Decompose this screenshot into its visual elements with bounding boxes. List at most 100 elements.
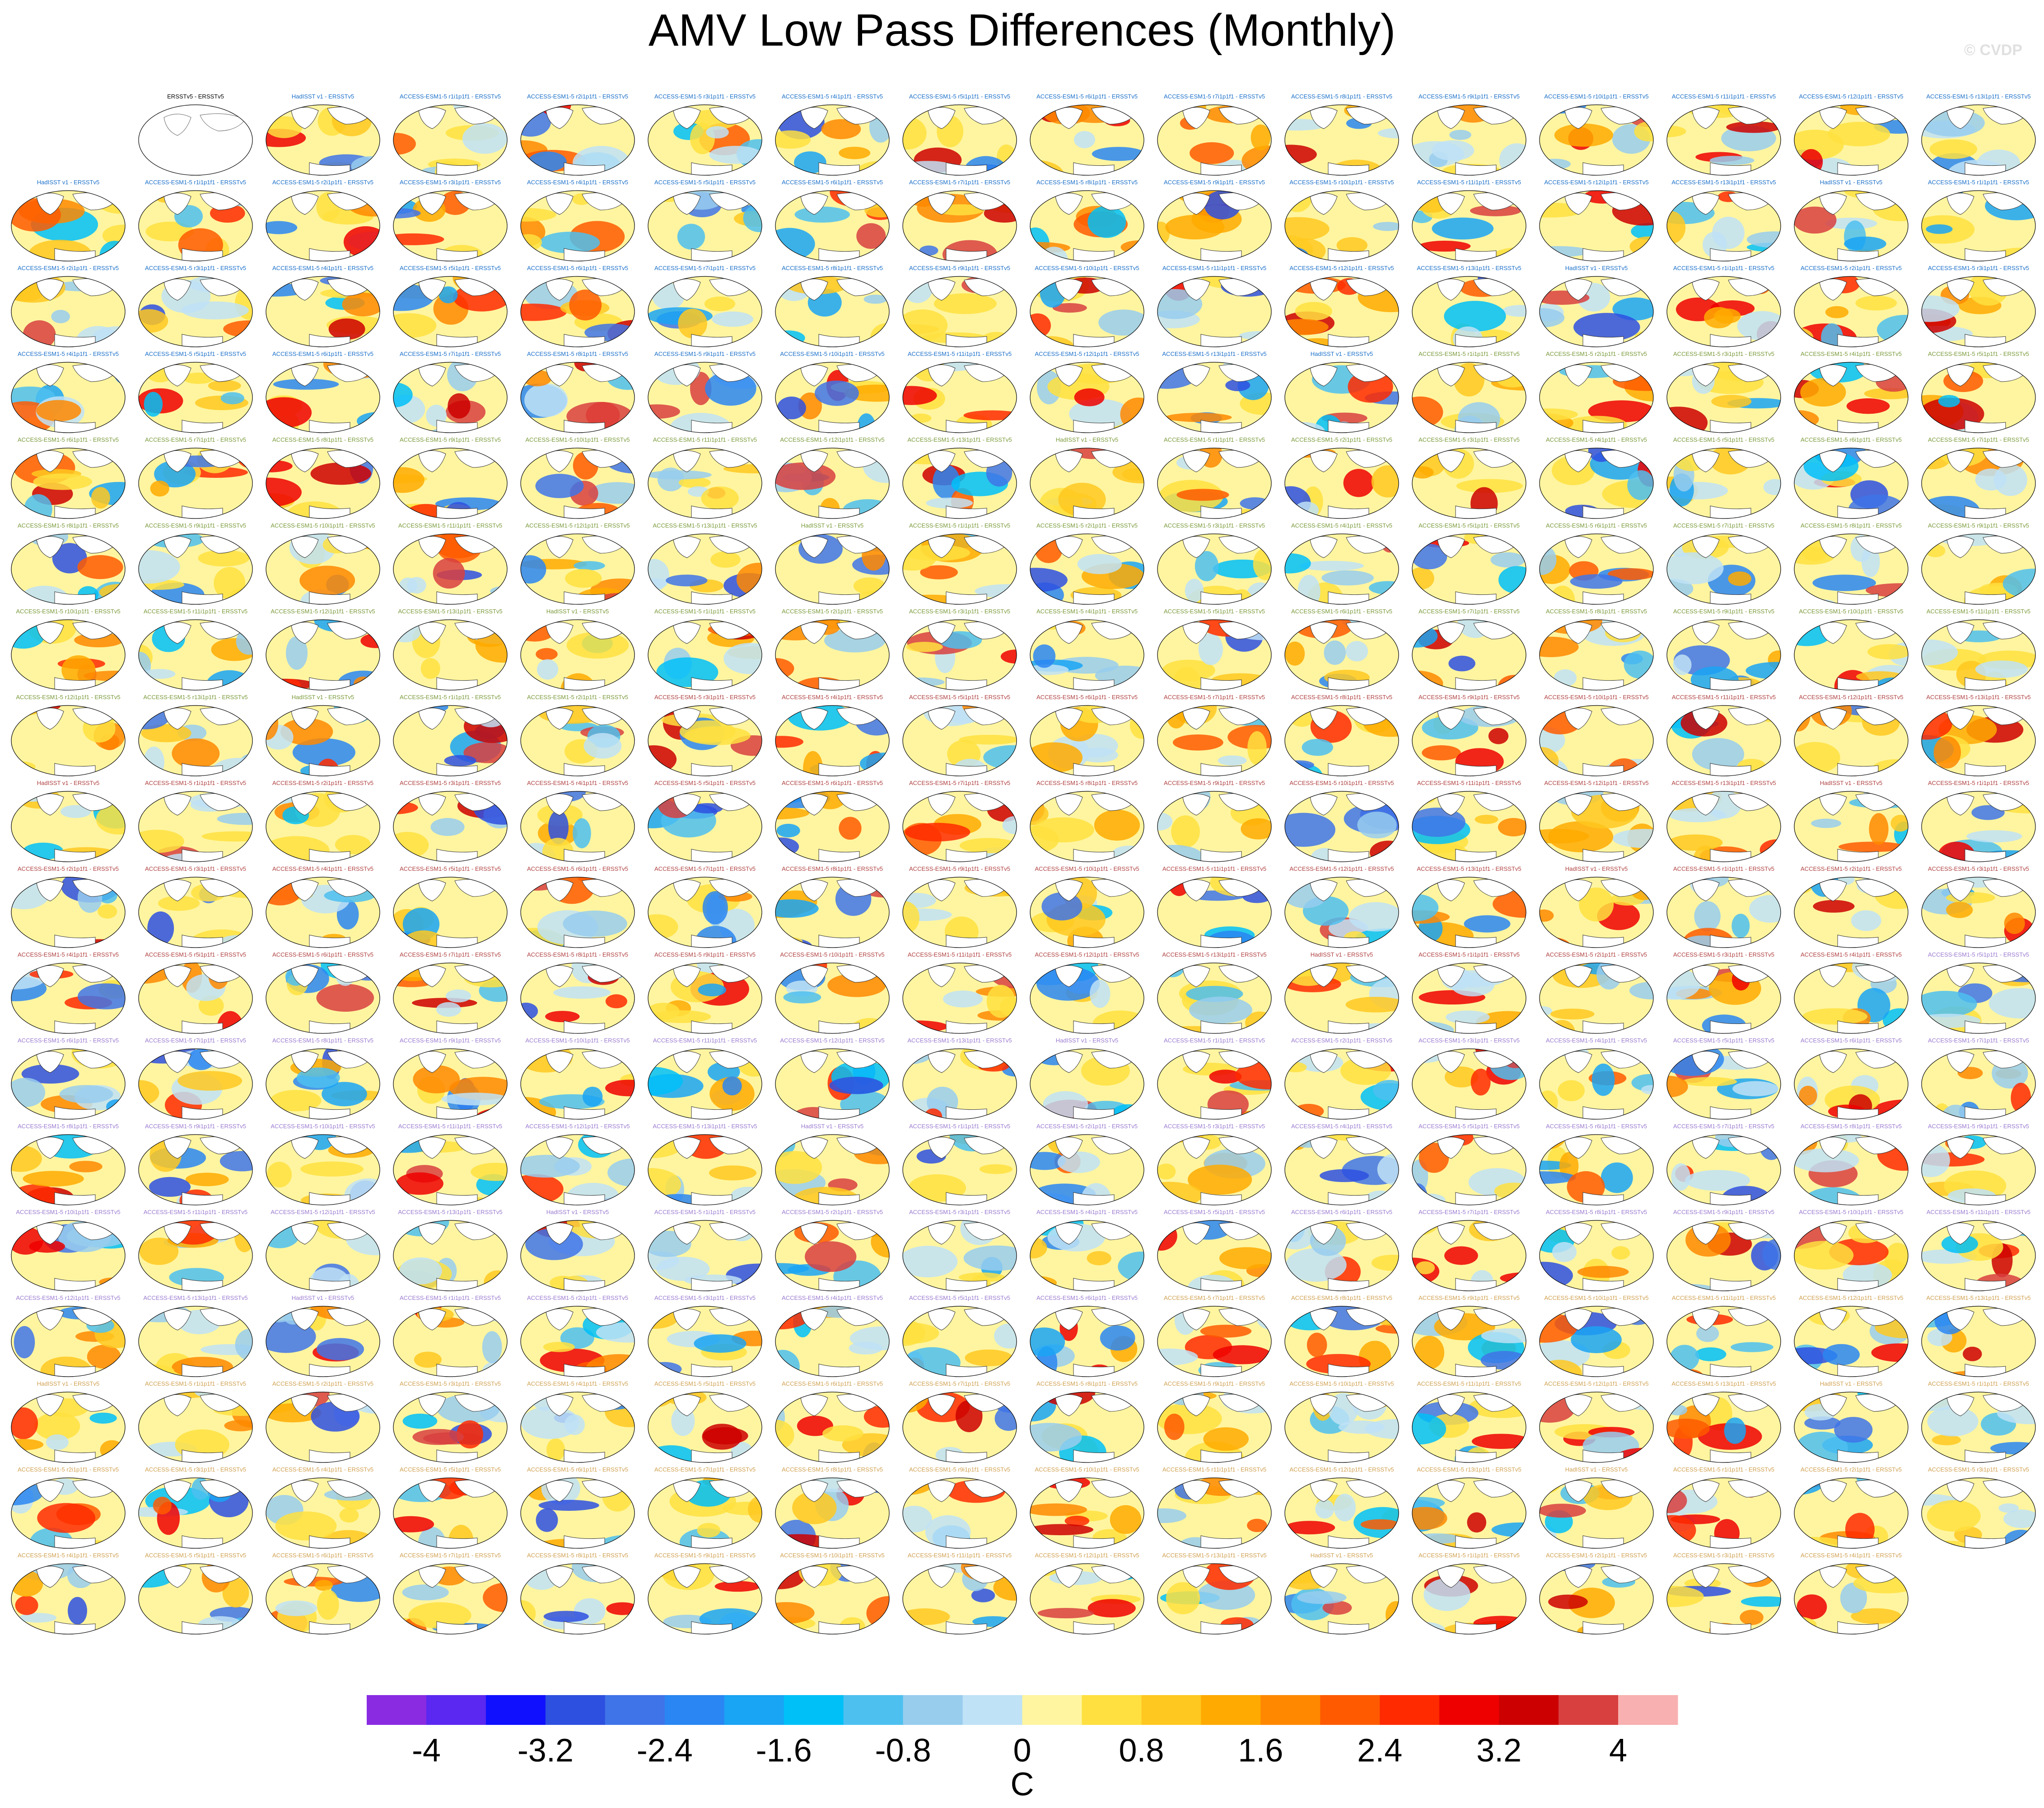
- panel-label: ACCESS-ESM1-5 r7i1p1f1 - ERSSTv5: [400, 350, 501, 357]
- map-outline: [648, 448, 762, 519]
- map-outline: [1284, 190, 1399, 262]
- map-outline: [1030, 104, 1144, 176]
- anomaly-field: [775, 191, 889, 261]
- panel-label: ACCESS-ESM1-5 r2i1p1f1 - ERSSTv5: [1291, 436, 1392, 443]
- map-outline: [1412, 619, 1526, 691]
- panel-label: ACCESS-ESM1-5 r7i1p1f1 - ERSSTv5: [909, 179, 1010, 186]
- anomaly-field: [521, 276, 635, 347]
- panel-label: ACCESS-ESM1-5 r5i1p1f1 - ERSSTv5: [1164, 608, 1265, 615]
- anomaly-field: [903, 191, 1017, 261]
- panel-label: ACCESS-ESM1-5 r12i1p1f1 - ERSSTv5: [1035, 350, 1139, 357]
- panel-label: ACCESS-ESM1-5 r12i1p1f1 - ERSSTv5: [1799, 93, 1903, 100]
- map-outline: [11, 362, 126, 433]
- map-outline: [902, 190, 1017, 262]
- map-panel: ACCESS-ESM1-5 r7i1p1f1 - ERSSTv5: [393, 350, 508, 433]
- map-outline: [138, 705, 253, 776]
- panel-label: ACCESS-ESM1-5 r13i1p1f1 - ERSSTv5: [398, 608, 502, 615]
- map-outline: [775, 705, 890, 776]
- map-outline: [393, 533, 508, 605]
- panel-label: ACCESS-ESM1-5 r1i1p1f1 - ERSSTv5: [1419, 350, 1520, 357]
- map-panel: ACCESS-ESM1-5 r13i1p1f1 - ERSSTv5: [393, 608, 508, 691]
- map-outline: [520, 104, 635, 176]
- colorbar-tick-label: 4: [1609, 1733, 1627, 1769]
- map-outline: [1666, 276, 1781, 347]
- map-outline: [393, 276, 508, 347]
- panel-label: ACCESS-ESM1-5 r5i1p1f1 - ERSSTv5: [654, 179, 756, 186]
- map-outline: [648, 533, 762, 605]
- map-outline: [266, 619, 380, 691]
- panel-label: ACCESS-ESM1-5 r7i1p1f1 - ERSSTv5: [1164, 93, 1265, 100]
- colorbar-tick-label: 0: [1013, 1733, 1031, 1769]
- colorbar-tick-label: 1.6: [1238, 1733, 1283, 1769]
- map-outline: [902, 276, 1017, 347]
- panel-label: ACCESS-ESM1-5 r2i1p1f1 - ERSSTv5: [272, 179, 373, 186]
- map-panel: ACCESS-ESM1-5 r9i1p1f1 - ERSSTv5: [1157, 179, 1272, 262]
- anomaly-field: [139, 534, 252, 604]
- panel-label: ACCESS-ESM1-5 r8i1p1f1 - ERSSTv5: [1801, 522, 1902, 529]
- map-outline: [138, 362, 253, 433]
- anomaly-field: [393, 620, 507, 690]
- panel-label: HadISST v1 - ERSSTv5: [801, 522, 863, 529]
- map-panel: ACCESS-ESM1-5 r2i1p1f1 - ERSSTv5: [775, 608, 890, 691]
- map-outline: [1284, 619, 1399, 691]
- map-panel: ACCESS-ESM1-5 r9i1p1f1 - ERSSTv5: [1666, 608, 1781, 691]
- anomaly-field: [11, 191, 125, 261]
- colorbar-swatch: [1082, 1695, 1142, 1725]
- anomaly-field: [903, 534, 1017, 604]
- map-outline: [1666, 448, 1781, 519]
- map-panel: ACCESS-ESM1-5 r5i1p1f1 - ERSSTv5: [1921, 350, 2036, 433]
- map-outline: [393, 705, 508, 776]
- panel-label: HadISST v1 - ERSSTv5: [1311, 350, 1373, 357]
- panel-label: ACCESS-ESM1-5 r7i1p1f1 - ERSSTv5: [1928, 436, 2029, 443]
- reference-panel: ERSSTv5 - ERSSTv5: [138, 93, 253, 176]
- panel-label: ACCESS-ESM1-5 r1i1p1f1 - ERSSTv5: [400, 694, 501, 701]
- panel-label: HadISST v1 - ERSSTv5: [1056, 436, 1118, 443]
- anomaly-field: [521, 705, 635, 776]
- panel-label: ACCESS-ESM1-5 r5i1p1f1 - ERSSTv5: [1928, 350, 2029, 357]
- panel-label: ACCESS-ESM1-5 r11i1p1f1 - ERSSTv5: [908, 350, 1012, 357]
- panel-label: HadISST v1 - ERSSTv5: [292, 93, 354, 100]
- anomaly-field: [11, 448, 125, 519]
- panel-label: ACCESS-ESM1-5 r3i1p1f1 - ERSSTv5: [1928, 265, 2029, 271]
- panel-label: ACCESS-ESM1-5 r4i1p1f1 - ERSSTv5: [272, 265, 373, 271]
- map-outline: [1539, 104, 1654, 176]
- map-panel: ACCESS-ESM1-5 r3i1p1f1 - ERSSTv5: [1921, 265, 2036, 347]
- map-outline: [1157, 362, 1272, 433]
- map-outline: [1921, 619, 2036, 691]
- panel-label: ACCESS-ESM1-5 r4i1p1f1 - ERSSTv5: [782, 93, 883, 100]
- map-panel: ACCESS-ESM1-5 r12i1p1f1 - ERSSTv5: [11, 694, 126, 776]
- panel-label: ACCESS-ESM1-5 r3i1p1f1 - ERSSTv5: [1419, 436, 1520, 443]
- anomaly-field: [1922, 362, 2035, 433]
- panel-label: HadISST v1 - ERSSTv5: [37, 179, 99, 186]
- map-outline: [1921, 104, 2036, 176]
- map-outline: [1412, 533, 1526, 605]
- map-panel: ACCESS-ESM1-5 r5i1p1f1 - ERSSTv5: [648, 179, 762, 262]
- map-outline: [775, 276, 890, 347]
- anomaly-field: [521, 448, 635, 519]
- colorbar-swatch: [367, 1695, 427, 1725]
- map-outline: [266, 190, 380, 262]
- anomaly-field: [393, 362, 507, 433]
- map-outline: [1157, 619, 1272, 691]
- panel-label: ACCESS-ESM1-5 r13i1p1f1 - ERSSTv5: [143, 694, 247, 701]
- colorbar-tick-label: 2.4: [1357, 1733, 1402, 1769]
- panel-label: ACCESS-ESM1-5 r2i1p1f1 - ERSSTv5: [527, 694, 628, 701]
- panel-label: ACCESS-ESM1-5 r11i1p1f1 - ERSSTv5: [398, 522, 502, 529]
- panel-label: ACCESS-ESM1-5 r2i1p1f1 - ERSSTv5: [18, 265, 119, 271]
- panel-label: ACCESS-ESM1-5 r1i1p1f1 - ERSSTv5: [145, 179, 246, 186]
- figure-title: AMV Low Pass Differences (Monthly): [648, 5, 1396, 56]
- anomaly-field: [266, 534, 380, 604]
- panel-label: ACCESS-ESM1-5 r6i1p1f1 - ERSSTv5: [1036, 93, 1138, 100]
- panel-label: ACCESS-ESM1-5 r1i1p1f1 - ERSSTv5: [1164, 436, 1265, 443]
- map-outline: [11, 276, 126, 347]
- map-outline: [902, 448, 1017, 519]
- panel-label: ACCESS-ESM1-5 r13i1p1f1 - ERSSTv5: [1162, 350, 1266, 357]
- map-panel: ACCESS-ESM1-5 r11i1p1f1 - ERSSTv5: [648, 436, 762, 519]
- map-panel: ACCESS-ESM1-5 r1i1p1f1 - ERSSTv5: [648, 608, 762, 691]
- map-outline: [1412, 190, 1526, 262]
- map-outline: [775, 619, 890, 691]
- map-outline: [11, 619, 126, 691]
- colorbar-tick-label: -3.2: [518, 1733, 574, 1769]
- anomaly-field: [1157, 191, 1271, 261]
